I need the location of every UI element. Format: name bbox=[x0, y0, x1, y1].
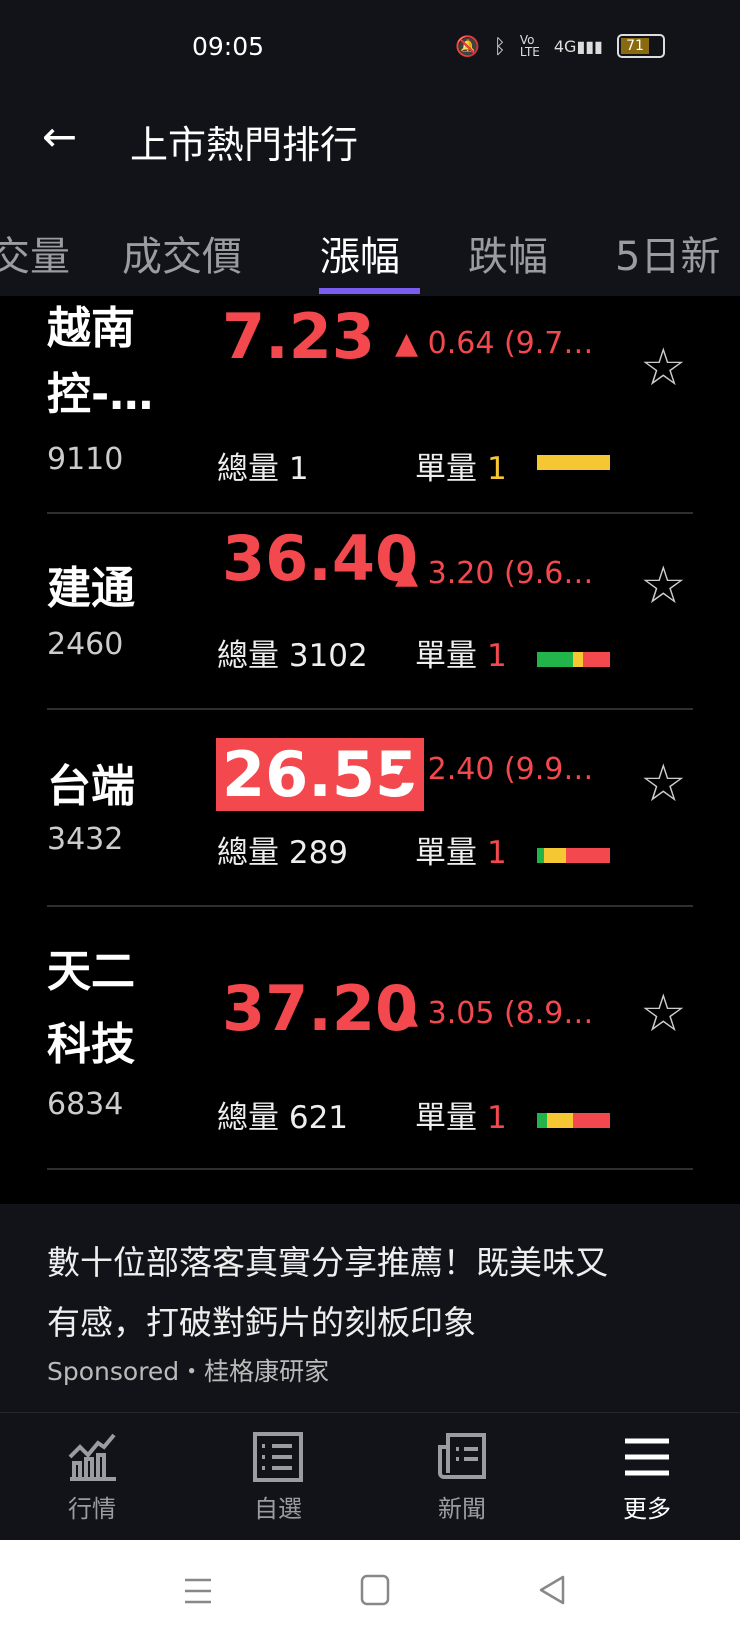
stock-price: 36.40 bbox=[222, 522, 419, 595]
bluetooth-icon: ᛒ bbox=[493, 34, 506, 58]
nav-watchlist[interactable]: 自選 bbox=[218, 1427, 338, 1524]
buy-sell-bar bbox=[537, 455, 610, 470]
bar-green bbox=[537, 652, 573, 667]
signal-icon: 4G▮▮▮ bbox=[553, 36, 603, 56]
nav-market[interactable]: 行情 bbox=[32, 1427, 152, 1524]
star-icon[interactable]: ☆ bbox=[640, 338, 687, 398]
menu-icon bbox=[587, 1427, 707, 1487]
tab-price[interactable]: 成交價 bbox=[122, 234, 242, 280]
top-bar: 09:05 🔕 ᛒ Vo LTE 4G▮▮▮ 71 ← 上市熱門排行 交量 成交價… bbox=[0, 0, 740, 296]
price-change: ▲ 3.20 (9.6… bbox=[395, 556, 594, 591]
stock-name-line2: 科技 bbox=[47, 1019, 135, 1070]
stock-price: 37.20 bbox=[222, 972, 419, 1045]
buy-sell-bar bbox=[537, 652, 610, 667]
bar-green bbox=[537, 1113, 548, 1128]
recent-apps-icon[interactable] bbox=[183, 1576, 213, 1606]
bar-red bbox=[573, 1113, 610, 1128]
stock-name: 建通 bbox=[47, 563, 135, 614]
price-change: ▲ 3.05 (8.9… bbox=[395, 996, 594, 1031]
divider bbox=[47, 1168, 693, 1170]
unit-volume: 單量 1 bbox=[415, 638, 507, 674]
divider bbox=[47, 905, 693, 907]
tab-losers[interactable]: 跌幅 bbox=[468, 234, 548, 280]
price-change: ▲ 2.40 (9.9… bbox=[395, 752, 594, 787]
total-volume: 總量 1 bbox=[217, 451, 309, 487]
buy-sell-bar bbox=[537, 848, 610, 863]
price-change: ▲ 0.64 (9.7… bbox=[395, 326, 594, 361]
stock-name: 越南 bbox=[47, 303, 135, 354]
back-button[interactable]: ← bbox=[42, 112, 78, 161]
newspaper-icon bbox=[402, 1427, 522, 1487]
stock-code: 3432 bbox=[47, 822, 124, 857]
total-volume: 總量 3102 bbox=[217, 638, 368, 674]
stock-name: 台端 bbox=[47, 761, 135, 812]
bar-yellow bbox=[537, 455, 610, 470]
unit-volume: 單量 1 bbox=[415, 451, 507, 487]
buy-sell-bar bbox=[537, 1113, 610, 1128]
stock-name: 天二 bbox=[47, 946, 135, 997]
volte-icon: Vo LTE bbox=[519, 33, 540, 59]
unit-volume: 單量 1 bbox=[415, 1100, 507, 1136]
tab-5day-new[interactable]: 5日新 bbox=[615, 234, 721, 280]
system-nav-bar bbox=[0, 1540, 740, 1644]
stock-name-line2: 控-… bbox=[47, 369, 154, 420]
unit-volume: 單量 1 bbox=[415, 835, 507, 871]
ad-headline-2[interactable]: 有感，打破對鈣片的刻板印象 bbox=[47, 1303, 476, 1342]
bottom-nav: 行情 自選 新聞 更多 bbox=[0, 1413, 740, 1540]
page-title: 上市熱門排行 bbox=[130, 123, 359, 167]
chart-icon bbox=[32, 1427, 152, 1487]
bar-yellow bbox=[543, 848, 567, 863]
ad-headline-1[interactable]: 數十位部落客真實分享推薦！既美味又 bbox=[47, 1243, 608, 1282]
stock-code: 6834 bbox=[47, 1087, 124, 1122]
ad-sponsor: Sponsored・桂格康研家 bbox=[47, 1357, 330, 1386]
total-volume: 總量 289 bbox=[217, 835, 349, 871]
status-time: 09:05 bbox=[192, 32, 265, 61]
mute-icon: 🔕 bbox=[455, 34, 480, 58]
tab-volume[interactable]: 交量 bbox=[0, 234, 70, 280]
divider bbox=[47, 512, 693, 514]
total-volume: 總量 621 bbox=[217, 1100, 349, 1136]
star-icon[interactable]: ☆ bbox=[640, 984, 687, 1044]
tab-gainers[interactable]: 漲幅 bbox=[320, 234, 400, 280]
home-icon[interactable] bbox=[360, 1574, 390, 1606]
nav-news[interactable]: 新聞 bbox=[402, 1427, 522, 1524]
star-icon[interactable]: ☆ bbox=[640, 556, 687, 616]
bar-red bbox=[582, 652, 610, 667]
bar-red bbox=[566, 848, 610, 863]
stock-price: 26.55 bbox=[216, 738, 425, 811]
active-tab-indicator bbox=[319, 288, 420, 294]
stock-price: 7.23 bbox=[222, 300, 375, 373]
nav-more[interactable]: 更多 bbox=[587, 1427, 707, 1524]
star-icon[interactable]: ☆ bbox=[640, 754, 687, 814]
bar-green bbox=[537, 848, 544, 863]
stock-code: 2460 bbox=[47, 627, 124, 662]
status-icons: 🔕 ᛒ Vo LTE 4G▮▮▮ 71 bbox=[455, 34, 665, 58]
battery-icon: 71 bbox=[616, 34, 665, 58]
back-nav-icon[interactable] bbox=[537, 1574, 567, 1606]
bar-yellow bbox=[547, 1113, 574, 1128]
stock-code: 9110 bbox=[47, 442, 124, 477]
bar-yellow bbox=[572, 652, 583, 667]
list-icon bbox=[218, 1427, 338, 1487]
divider bbox=[47, 708, 693, 710]
sponsored-ad[interactable]: 數十位部落客真實分享推薦！既美味又 有感，打破對鈣片的刻板印象 Sponsore… bbox=[0, 1204, 740, 1413]
